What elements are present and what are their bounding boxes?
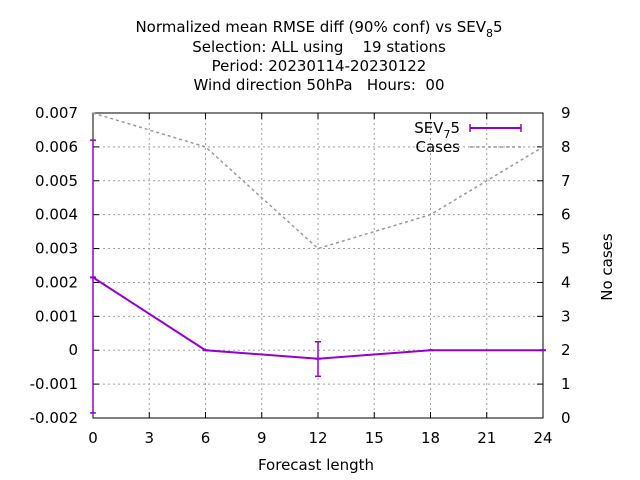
y2-tick-label: 8	[561, 138, 571, 156]
y2-tick-label: 2	[561, 341, 571, 359]
title-line-2: Selection: ALL using 19 stations	[192, 38, 446, 56]
y2-tick-label: 6	[561, 206, 571, 224]
grid	[93, 113, 543, 418]
legend-sev-label: SEV75	[414, 119, 460, 141]
y-tick-label: 0.007	[35, 104, 78, 122]
y2-tick-label: 1	[561, 375, 571, 393]
y-tick-label: 0.003	[35, 240, 78, 258]
title-line-3: Period: 20230114-20230122	[212, 57, 427, 75]
y-tick-label: 0.005	[35, 172, 78, 190]
x-tick-label: 15	[365, 429, 384, 447]
x-tick-label: 21	[477, 429, 496, 447]
cases-line	[92, 112, 544, 250]
x-tick-label: 0	[88, 429, 98, 447]
title-line-1: Normalized mean RMSE diff (90% conf) vs …	[135, 18, 502, 40]
y-tick-label: 0.002	[35, 273, 78, 291]
y-tick-label: 0.001	[35, 307, 78, 325]
y-tick-label: 0.004	[35, 206, 78, 224]
y2-tick-label: 5	[561, 240, 571, 258]
y2-tick-label: 7	[561, 172, 571, 190]
legend-cases-label: Cases	[415, 138, 460, 156]
y2-tick-label: 4	[561, 273, 571, 291]
y-tick-label: -0.002	[30, 409, 78, 427]
axes: 0 3 6 9 12 15 18 21 24-0.002-0.00100.0010.0020.0…	[30, 104, 571, 447]
x-tick-label: 3	[144, 429, 154, 447]
y2-tick-label: 9	[561, 104, 571, 122]
x-tick-label: 9	[257, 429, 267, 447]
x-tick-label: 12	[308, 429, 327, 447]
chart-title: Normalized mean RMSE diff (90% conf) vs …	[135, 18, 502, 94]
y-tick-label: 0	[68, 341, 78, 359]
y-tick-label: -0.001	[30, 375, 78, 393]
plot-area	[90, 112, 546, 414]
x-tick-label: 18	[421, 429, 440, 447]
y2-axis-label: No cases	[598, 233, 616, 301]
x-axis-label: Forecast length	[258, 456, 374, 474]
y2-tick-label: 3	[561, 307, 571, 325]
x-tick-label: 6	[201, 429, 211, 447]
y-tick-label: 0.006	[35, 138, 78, 156]
x-tick-label: 24	[533, 429, 552, 447]
y2-tick-label: 0	[561, 409, 571, 427]
title-line-4: Wind direction 50hPa Hours: 00	[193, 76, 444, 94]
